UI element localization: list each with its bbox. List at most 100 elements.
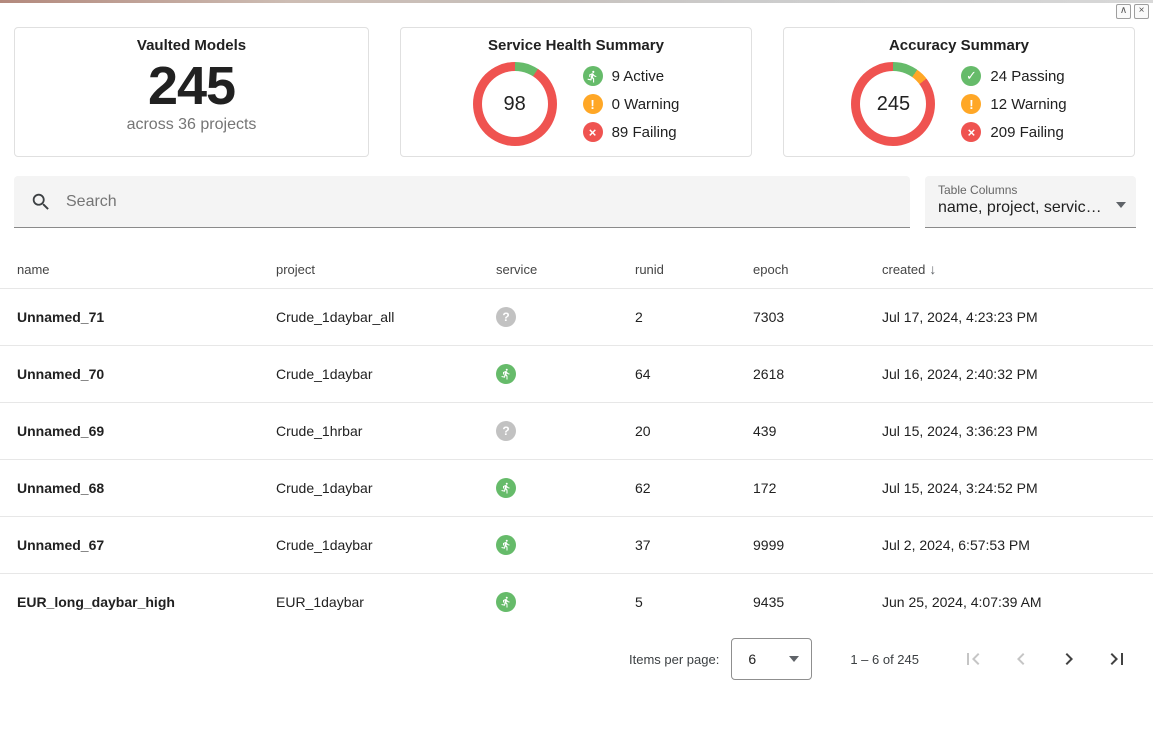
service-active-runner-icon bbox=[496, 364, 516, 384]
column-header-service[interactable]: service bbox=[496, 261, 538, 277]
cell-runid: 20 bbox=[635, 423, 651, 439]
summary-cards: Vaulted Models 245 across 36 projects Se… bbox=[14, 27, 1136, 157]
legend-label: 24 Passing bbox=[990, 67, 1065, 85]
pagination-range: 1 – 6 of 245 bbox=[850, 651, 919, 667]
cell-created: Jun 25, 2024, 4:07:39 AM bbox=[882, 594, 1042, 610]
cell-project: Crude_1daybar bbox=[276, 537, 373, 553]
failing-icon: × bbox=[961, 122, 982, 142]
warning-icon: ! bbox=[961, 94, 982, 114]
window-controls: ∧ × bbox=[1116, 4, 1149, 19]
legend-item: ! 12 Warning bbox=[961, 94, 1067, 114]
service-health-card: Service Health Summary 98 9 Active! 0 War… bbox=[400, 27, 752, 157]
cell-project: EUR_1daybar bbox=[276, 594, 364, 610]
cell-epoch: 9435 bbox=[753, 594, 785, 610]
vaulted-models-subtitle: across 36 projects bbox=[126, 116, 257, 133]
chevron-down-icon bbox=[1116, 202, 1126, 208]
failing-icon: × bbox=[582, 122, 603, 142]
vaulted-models-card: Vaulted Models 245 across 36 projects bbox=[14, 27, 369, 157]
warning-icon: ! bbox=[582, 94, 603, 114]
cell-epoch: 172 bbox=[753, 480, 777, 496]
column-header-runid[interactable]: runid bbox=[635, 261, 664, 277]
legend-item: × 89 Failing bbox=[582, 122, 680, 142]
table-row[interactable]: Unnamed_68 Crude_1daybar 62 172 Jul 15, 2024… bbox=[0, 459, 1153, 516]
previous-page-button[interactable] bbox=[1009, 647, 1033, 671]
column-header-created[interactable]: created ↓ bbox=[882, 261, 1153, 277]
accuracy-card: Accuracy Summary 245 ✓ 24 Passing! 12 Warn… bbox=[783, 27, 1135, 157]
runner-icon bbox=[582, 66, 603, 86]
legend-label: 12 Warning bbox=[990, 95, 1067, 113]
cell-created: Jul 15, 2024, 3:24:52 PM bbox=[882, 480, 1038, 496]
cell-created: Jul 16, 2024, 2:40:32 PM bbox=[882, 366, 1038, 382]
table-row[interactable]: Unnamed_67 Crude_1daybar 37 9999 Jul 2, 2024… bbox=[0, 516, 1153, 573]
cell-service: ? bbox=[496, 307, 635, 327]
cell-created: Jul 17, 2024, 4:23:23 PM bbox=[882, 309, 1038, 325]
table-row[interactable]: EUR_long_daybar_high EUR_1daybar 5 9435 Jun … bbox=[0, 573, 1153, 630]
service-active-runner-icon bbox=[496, 478, 516, 498]
page-size-select[interactable]: 6 bbox=[731, 638, 813, 680]
next-page-button[interactable] bbox=[1057, 647, 1081, 671]
cell-name: Unnamed_67 bbox=[17, 537, 105, 553]
cell-project: Crude_1daybar bbox=[276, 480, 373, 496]
card-title: Service Health Summary bbox=[488, 37, 664, 54]
table-columns-select[interactable]: Table Columns name, project, servic… bbox=[925, 176, 1136, 228]
window-close-button[interactable]: × bbox=[1134, 4, 1149, 19]
cell-created: Jul 15, 2024, 3:36:23 PM bbox=[882, 423, 1038, 439]
service-active-runner-icon bbox=[496, 535, 516, 555]
column-header-label: created bbox=[882, 262, 926, 277]
cell-runid: 62 bbox=[635, 480, 651, 496]
legend-label: 209 Failing bbox=[990, 123, 1064, 141]
legend-label: 9 Active bbox=[611, 67, 665, 85]
vaulted-models-count: 245 bbox=[147, 56, 236, 116]
service-unknown-icon: ? bbox=[496, 307, 516, 327]
cell-runid: 5 bbox=[635, 594, 643, 610]
sort-desc-icon: ↓ bbox=[929, 261, 937, 277]
cell-name: Unnamed_69 bbox=[17, 423, 105, 439]
column-header-project[interactable]: project bbox=[276, 261, 316, 277]
table-row[interactable]: Unnamed_71 Crude_1daybar_all? 2 7303 Jul 17,… bbox=[0, 288, 1153, 345]
last-page-button[interactable] bbox=[1105, 647, 1129, 671]
service-unknown-icon: ? bbox=[496, 421, 516, 441]
donut-center-value: 98 bbox=[503, 92, 526, 115]
service-active-runner-icon bbox=[496, 592, 516, 612]
cell-epoch: 2618 bbox=[753, 366, 785, 382]
cell-service: ? bbox=[496, 421, 635, 441]
cell-created: Jul 2, 2024, 6:57:53 PM bbox=[882, 537, 1030, 553]
donut-center-value: 245 bbox=[876, 92, 911, 115]
cell-service bbox=[496, 535, 635, 555]
search-field[interactable] bbox=[14, 176, 910, 228]
card-title: Accuracy Summary bbox=[888, 37, 1030, 54]
legend-item: ! 0 Warning bbox=[582, 94, 680, 114]
first-page-button[interactable] bbox=[961, 647, 985, 671]
chevron-down-icon bbox=[789, 656, 800, 662]
table-row[interactable]: Unnamed_70 Crude_1daybar 64 2618 Jul 16, 202… bbox=[0, 345, 1153, 402]
table-columns-label: Table Columns bbox=[938, 183, 1018, 197]
cell-epoch: 439 bbox=[753, 423, 777, 439]
service-health-legend: 9 Active! 0 Warning × 89 Failing bbox=[582, 66, 680, 142]
filter-row: Table Columns name, project, servic… bbox=[14, 176, 1136, 228]
table-header-row: name project service runid epoch created… bbox=[0, 250, 1153, 288]
legend-label: 0 Warning bbox=[611, 95, 680, 113]
legend-item: ✓ 24 Passing bbox=[961, 66, 1066, 86]
search-input[interactable] bbox=[66, 192, 866, 211]
pagination-nav bbox=[961, 647, 1129, 671]
column-header-epoch[interactable]: epoch bbox=[753, 261, 789, 277]
window-collapse-button[interactable]: ∧ bbox=[1116, 4, 1131, 19]
cell-epoch: 9999 bbox=[753, 537, 785, 553]
column-header-name[interactable]: name bbox=[17, 261, 50, 277]
table-body: Unnamed_71 Crude_1daybar_all? 2 7303 Jul 17,… bbox=[0, 288, 1153, 630]
cell-epoch: 7303 bbox=[753, 309, 785, 325]
cell-name: Unnamed_68 bbox=[17, 480, 105, 496]
table-columns-value: name, project, servic… bbox=[938, 199, 1102, 216]
donut-hole: 98 bbox=[481, 71, 548, 137]
accuracy-legend: ✓ 24 Passing! 12 Warning × 209 Failing bbox=[961, 66, 1067, 142]
check-icon: ✓ bbox=[961, 66, 982, 86]
cell-project: Crude_1daybar_all bbox=[276, 309, 395, 325]
legend-label: 89 Failing bbox=[611, 123, 677, 141]
accuracy-donut-chart: 245 bbox=[851, 62, 936, 146]
table-row[interactable]: Unnamed_69 Crude_1hrbar? 20 439 Jul 15, 2024… bbox=[0, 402, 1153, 459]
cell-service bbox=[496, 478, 635, 498]
service-health-donut-chart: 98 bbox=[472, 62, 557, 146]
cell-name: Unnamed_70 bbox=[17, 366, 105, 382]
page-size-value: 6 bbox=[748, 651, 757, 667]
cell-runid: 37 bbox=[635, 537, 651, 553]
